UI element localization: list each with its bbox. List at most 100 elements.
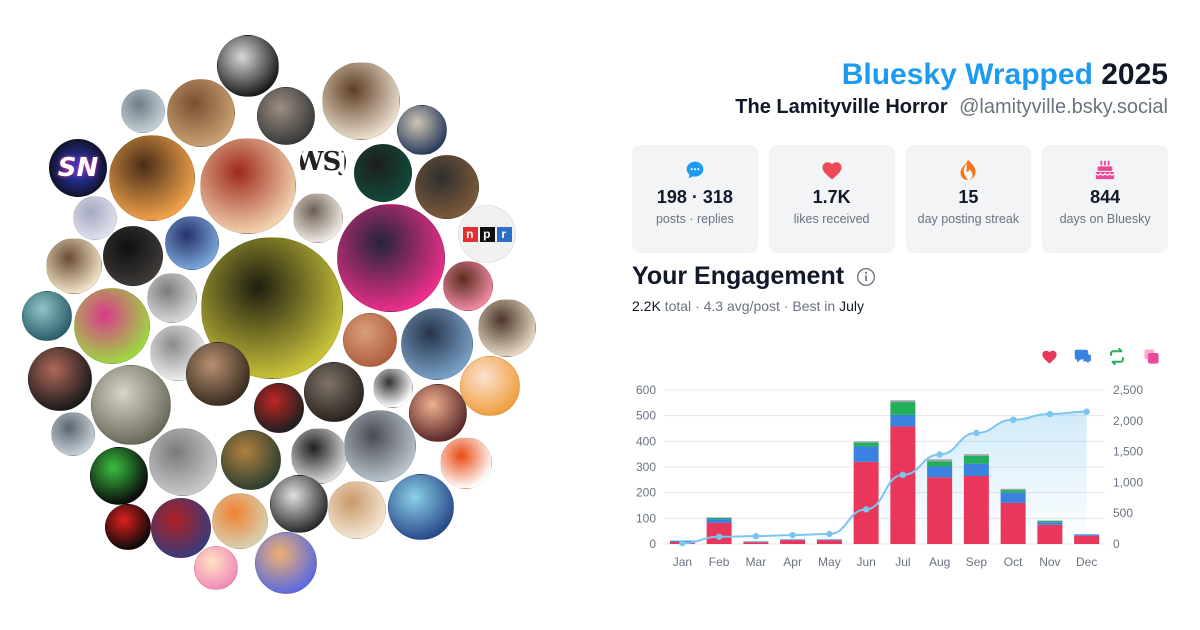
bar-segment-quotes: [1037, 520, 1063, 521]
bar-segment-replies: [1000, 492, 1026, 503]
quote-icon[interactable]: [1142, 347, 1160, 365]
avatar[interactable]: [90, 447, 148, 505]
avatar[interactable]: [415, 155, 479, 219]
x-tick-label: Aug: [929, 555, 950, 569]
avatar[interactable]: [167, 79, 235, 147]
avatar[interactable]: [257, 87, 315, 145]
avatar[interactable]: [397, 105, 447, 155]
avatar[interactable]: [344, 410, 416, 482]
avatar[interactable]: [186, 342, 250, 406]
avatar[interactable]: [46, 238, 102, 294]
engagement-title: Your Engagement: [632, 262, 876, 291]
bar-segment-reposts: [927, 461, 953, 467]
avatar[interactable]: [212, 493, 268, 549]
avatar[interactable]: [22, 291, 72, 341]
bar-segment-quotes: [853, 441, 879, 443]
cumulative-point: [826, 530, 833, 538]
bar-segment-likes: [780, 540, 806, 544]
bar-segment-likes: [816, 540, 842, 544]
bar-segment-replies: [853, 446, 879, 462]
x-tick-label: Apr: [783, 555, 802, 569]
repost-icon[interactable]: [1108, 347, 1126, 365]
avatar[interactable]: [194, 546, 238, 590]
bar-segment-reposts: [1000, 490, 1026, 493]
avatar[interactable]: [147, 273, 197, 323]
cumulative-point: [752, 532, 760, 540]
cumulative-point: [936, 451, 943, 458]
cumulative-point: [862, 506, 870, 513]
heart-icon[interactable]: [1040, 347, 1058, 365]
avatar[interactable]: [270, 475, 328, 533]
x-tick-label: Oct: [1004, 555, 1023, 569]
avatar[interactable]: [460, 356, 520, 416]
avatar[interactable]: [373, 368, 413, 408]
avatar[interactable]: [217, 35, 279, 97]
y-left-tick-label: 200: [636, 486, 656, 500]
x-tick-label: Mar: [746, 555, 767, 569]
y-right-tick-label: 2,500: [1113, 383, 1143, 397]
stat-value: 1.7K: [812, 187, 851, 207]
avatar[interactable]: [337, 204, 445, 312]
page-title: Bluesky Wrapped 2025: [842, 58, 1168, 92]
wsj-logo-text: WSJ: [300, 147, 346, 177]
avatar[interactable]: [73, 196, 117, 240]
avatar[interactable]: [255, 532, 317, 594]
avatar[interactable]: [149, 428, 217, 496]
engagement-summary: 2.2K total · 4.3 avg/post · Best in July: [632, 298, 864, 314]
info-icon[interactable]: [856, 267, 876, 287]
separator: ·: [695, 298, 700, 314]
avatar[interactable]: [165, 216, 219, 270]
avatar[interactable]: [28, 347, 92, 411]
cumulative-point: [973, 429, 980, 437]
avatar[interactable]: [74, 288, 150, 364]
avatar[interactable]: [103, 226, 163, 286]
avatar[interactable]: [328, 481, 386, 539]
avatar[interactable]: [109, 135, 195, 221]
x-tick-label: Sep: [966, 555, 988, 569]
avatar[interactable]: [409, 384, 467, 442]
avatar[interactable]: SN: [49, 139, 107, 197]
bar-segment-replies: [780, 539, 806, 541]
chart-legend: [1040, 347, 1160, 365]
avatar[interactable]: [401, 308, 473, 380]
separator: ·: [783, 298, 789, 314]
reply-icon[interactable]: [1074, 347, 1092, 365]
stat-card-likes: 1.7K likes received: [768, 145, 895, 253]
y-right-tick-label: 2,000: [1113, 414, 1143, 428]
avatar[interactable]: [322, 62, 400, 140]
avatar[interactable]: [51, 412, 95, 456]
avatar[interactable]: [254, 383, 304, 433]
profile-line: The Lamityville Horror @lamityville.bsky…: [735, 96, 1168, 119]
avatar[interactable]: [343, 313, 397, 367]
avatar[interactable]: [443, 261, 493, 311]
user-handle[interactable]: @lamityville.bsky.social: [959, 96, 1168, 118]
x-tick-label: Jun: [856, 555, 875, 569]
y-left-tick-label: 0: [649, 537, 656, 551]
x-tick-label: Nov: [1039, 555, 1060, 569]
cumulative-point: [715, 533, 723, 540]
bar-segment-likes: [1037, 524, 1063, 544]
avatar[interactable]: [121, 89, 165, 133]
avatar[interactable]: [293, 193, 343, 243]
avatar[interactable]: [478, 299, 536, 357]
avatar[interactable]: [354, 144, 412, 202]
stat-value: 844: [1090, 187, 1121, 207]
avatar[interactable]: [91, 365, 171, 445]
stat-value: 15: [958, 187, 979, 207]
bar-segment-likes: [890, 426, 916, 544]
avatar[interactable]: [388, 474, 454, 540]
stat-label: days on Bluesky: [1059, 212, 1151, 226]
heart-icon: [821, 159, 843, 181]
best-prefix: Best in: [792, 298, 836, 314]
avatar[interactable]: [200, 138, 296, 234]
bar-segment-reposts: [853, 442, 879, 447]
avatar[interactable]: [304, 362, 364, 422]
avatar[interactable]: WSJ: [300, 139, 346, 185]
y-left-tick-label: 100: [636, 511, 656, 525]
avatar[interactable]: [440, 437, 492, 489]
avatar[interactable]: [105, 504, 151, 550]
avatar[interactable]: [221, 430, 281, 490]
avatar[interactable]: [151, 498, 211, 558]
